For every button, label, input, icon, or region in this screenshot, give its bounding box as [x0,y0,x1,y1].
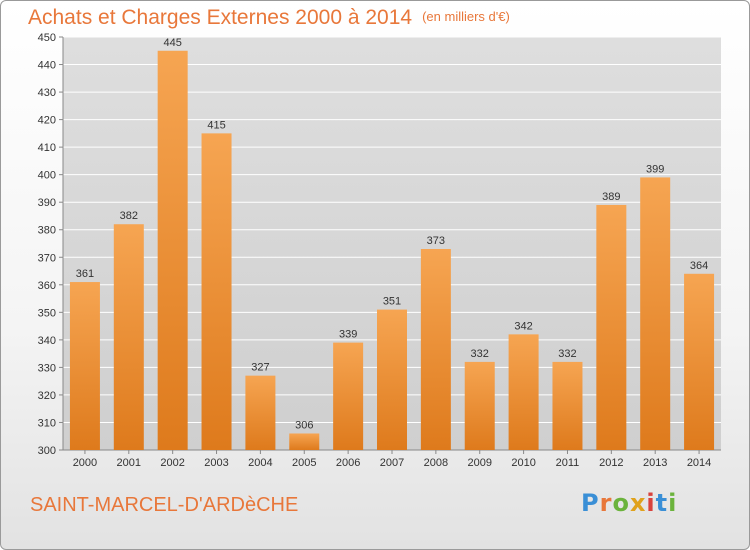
x-axis: 2000 2001 2002 2003 2004 2005 2006 2007 2008 2009… [73,450,711,469]
bar-2003 [201,133,232,450]
value-label-2004: 327 [251,362,269,374]
bar-2004 [245,375,276,450]
value-label-2008: 373 [427,235,445,247]
logo-letter: x [629,489,647,517]
bar-2012 [596,204,627,450]
x-tick-label-2001: 2001 [117,457,141,469]
bar-2010 [508,334,539,450]
y-tick-label: 400 [38,170,56,182]
x-tick-label-2000: 2000 [73,457,97,469]
x-tick-label-2007: 2007 [380,457,404,469]
logo-letter: i [668,489,678,517]
y-tick-label: 390 [38,197,56,209]
x-tick-label-2008: 2008 [424,457,448,469]
y-tick-label: 430 [38,87,56,99]
x-tick-label-2006: 2006 [336,457,360,469]
x-tick-label-2005: 2005 [292,457,316,469]
y-tick-label: 330 [38,362,56,374]
value-label-2010: 342 [514,320,532,332]
x-tick-label-2003: 2003 [204,457,228,469]
y-tick-label: 310 [38,417,56,429]
y-tick-label: 420 [38,115,56,127]
value-label-2007: 351 [383,296,401,308]
value-label-2000: 361 [76,268,94,280]
logo-letter: i [646,489,656,517]
logo-letter: t [655,489,669,517]
value-label-2002: 445 [163,37,181,49]
bar-2008 [420,249,451,450]
logo-letter: o [612,489,630,517]
value-label-2013: 399 [646,163,664,175]
chart-unit-label: (en milliers d'€) [422,9,510,24]
value-label-2012: 389 [602,191,620,203]
x-tick-label-2014: 2014 [687,457,711,469]
y-tick-label: 450 [38,32,56,44]
bar-2009 [464,361,495,450]
bar-2001 [113,224,144,450]
value-label-2003: 415 [207,119,225,131]
y-tick-label: 370 [38,252,56,264]
proxiti-logo: Proxiti [581,489,677,517]
y-tick-label: 320 [38,390,56,402]
value-label-2009: 332 [471,348,489,360]
bar-2005 [289,433,320,450]
value-label-2006: 339 [339,329,357,341]
y-tick-label: 340 [38,335,56,347]
bar-2006 [333,342,364,450]
bar-2011 [552,361,583,450]
x-tick-label-2012: 2012 [599,457,623,469]
value-label-2001: 382 [120,210,138,222]
x-tick-label-2010: 2010 [511,457,535,469]
value-label-2011: 332 [558,348,576,360]
chart-title: Achats et Charges Externes 2000 à 2014 (e… [28,6,510,30]
bar-2007 [377,309,407,450]
logo-letter: r [599,489,613,517]
value-label-2005: 306 [295,419,313,431]
logo-letter: P [581,489,600,517]
x-tick-label-2011: 2011 [556,457,580,469]
bar-2014 [684,273,715,450]
y-tick-label: 350 [38,307,56,319]
commune-name: SAINT-MARCEL-D'ARDèCHE [30,494,299,516]
y-tick-label: 380 [38,225,56,237]
y-tick-label: 410 [38,142,56,154]
x-tick-label-2013: 2013 [643,457,667,469]
bar-2000 [69,282,100,450]
value-label-2014: 364 [690,260,708,272]
y-tick-label: 300 [38,445,56,457]
bar-2013 [640,177,671,451]
chart-title-text: Achats et Charges Externes 2000 à 2014 [28,6,413,29]
bars: 361 382 445 415 327 306 339 351 373 332 342 332 389 3… [69,37,715,451]
x-tick-label-2009: 2009 [467,457,491,469]
bar-2002 [157,50,188,451]
y-tick-label: 440 [38,60,56,72]
x-tick-label-2004: 2004 [248,457,272,469]
x-tick-label-2002: 2002 [160,457,184,469]
y-tick-label: 360 [38,280,56,292]
